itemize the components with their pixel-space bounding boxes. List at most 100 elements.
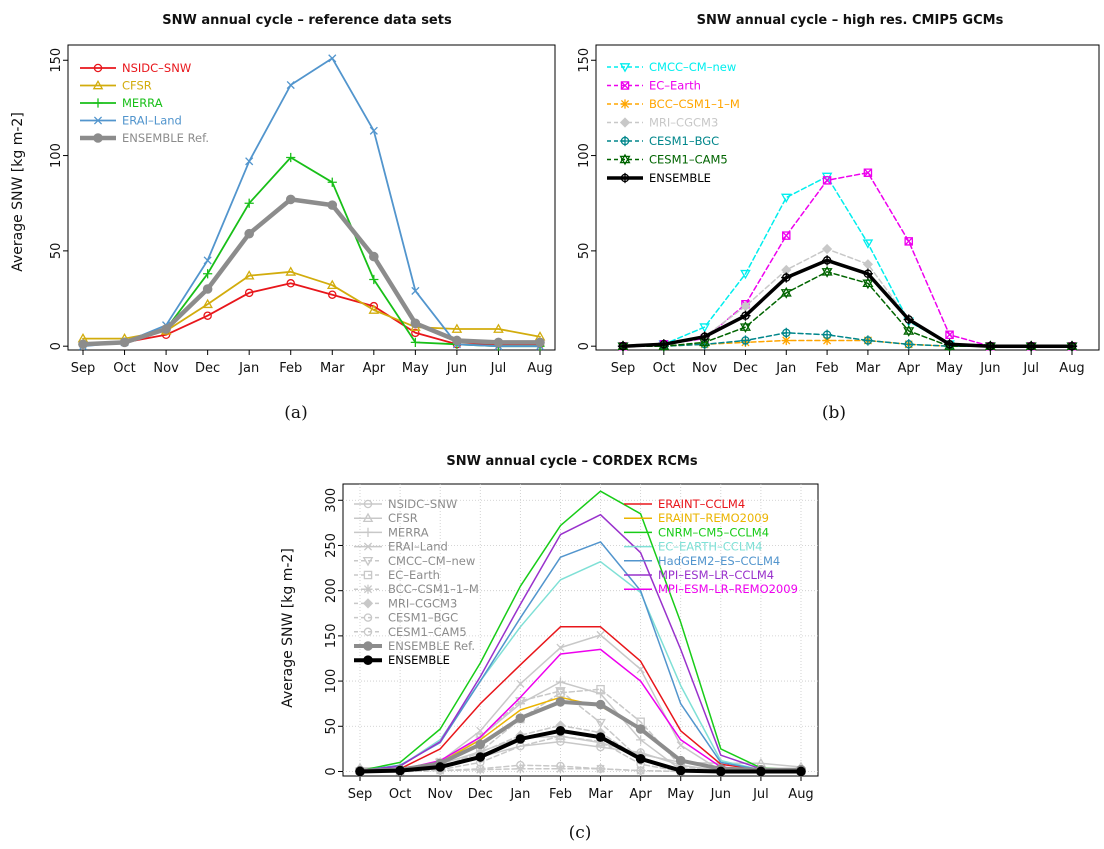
legend-label: CNRM–CM5–CCLM4 [658,525,769,539]
legend-label: CESM1–BGC [388,611,458,625]
legend-marker [363,542,373,551]
x-tick-label: Jun [710,787,731,802]
line-cfsr [82,270,541,340]
y-tick-label: 100 [49,143,64,168]
point-mri-cgcm3 [740,301,751,312]
legend-label: MPI–ESM–LR–CCLM4 [658,568,774,582]
legend-item-ensemble-ref: ENSEMBLE Ref. [80,131,209,145]
legend-item-eraint-cclm4: ERAINT–CCLM4 [624,497,745,511]
panel-a-plot-frame [67,44,556,351]
legend-item-cesm1-cam5: CESM1–CAM5 [607,153,728,167]
point-cmcc-cm-new [740,269,751,280]
point-ensemble [1026,341,1037,352]
x-tick-label: Oct [653,361,675,376]
point-merra [595,689,606,699]
point-ensemble [355,766,365,777]
point-ensemble-ref [535,337,545,348]
point-merra [286,152,296,163]
y-tick-label: 150 [49,48,64,73]
point-ensemble [435,762,445,772]
point-cmcc-cm-new [780,193,792,204]
x-tick-label: Apr [629,787,652,802]
x-tick-label: May [936,361,963,376]
legend-marker [363,641,373,651]
x-tick-label: Sep [348,787,373,802]
legend-marker [363,584,373,594]
legend-label: HadGEM2–ES–CCLM4 [658,554,780,568]
legend-marker [362,512,374,523]
point-merra [636,735,646,745]
point-ensemble [862,268,874,279]
legend-marker [619,153,631,166]
point-cfsr [285,266,297,276]
legend-label: CFSR [122,79,152,93]
point-erai-land [556,643,565,652]
legend-item-cnrm-cm5-cclm4: CNRM–CM5–CCLM4 [624,525,769,539]
panel-a-title: SNW annual cycle – reference data sets [162,13,452,28]
y-tick-label: 0 [577,342,592,350]
x-tick-label: Oct [389,787,411,802]
point-cesm1-bgc [740,335,751,346]
point-erai-land [411,286,420,295]
series-ec-earth-cclm4 [359,560,802,772]
point-ensemble-ref [119,337,130,348]
point-nsidc-snw [328,290,337,299]
point-cfsr [243,270,255,280]
x-tick-label: Mar [320,361,345,376]
point-merra [203,269,213,279]
legend-item-bcc-csm1-1-m: BCC–CSM1–1–M [607,97,740,111]
legend-item-eraint-remo2009: ERAINT–REMO2009 [624,511,769,525]
series-cmcc-cm-new [617,172,1078,352]
line-ensemble [621,258,1074,348]
point-cfsr [326,279,338,290]
legend-item-bcc-csm1-1-m: BCC–CSM1–1–M [354,582,479,596]
point-merra [369,274,379,285]
x-tick-label: Feb [816,361,839,376]
line-ensemble [358,728,803,774]
y-tick-label: 0 [324,767,339,775]
x-tick-label: Aug [1059,361,1084,376]
panel-b-legend: CMCC–CM–new EC–Earth BCC–CSM1–1–M MRI–CGCM3… [607,60,740,185]
legend-marker [363,570,373,580]
panel-c-plot-frame [342,483,819,777]
panel-c: SNW annual cycle – CORDEX RCMs Average S… [280,454,819,843]
point-ensemble-ref [202,284,213,294]
x-tick-label: Nov [427,787,453,802]
legend-marker [363,627,373,637]
legend-label: MRI–CGCM3 [649,116,718,130]
legend-label: EC–Earth [388,568,440,582]
x-tick-label: Jun [979,361,1000,376]
legend-label: ENSEMBLE Ref. [388,639,475,653]
x-tick-label: Dec [468,787,493,802]
point-ensemble [658,339,669,350]
legend-item-nsidc-snw: NSIDC–SNW [80,61,191,75]
legend-label: CESM1–BGC [649,134,719,148]
legend-marker [620,81,630,90]
point-ensemble [635,754,646,764]
legend-label: CMCC–CM–new [388,554,475,568]
series-cfsr [77,266,546,343]
point-merra [327,177,337,187]
legend-item-cesm1-bgc: CESM1–BGC [607,134,719,148]
point-ensemble-ref [675,755,686,766]
point-bcc-csm1-1-m [555,764,566,774]
point-erai-land [328,54,337,63]
point-ec-earth [904,237,913,246]
point-cmcc-cm-new [595,718,606,729]
point-cesm1-bgc [556,761,565,771]
point-ensemble [756,766,766,777]
series-cnrm-cm5-cclm4 [359,490,802,772]
panel-b: SNW annual cycle – high res. CMIP5 GCMs … [577,13,1100,423]
legend-item-ec-earth: EC–Earth [354,568,440,582]
panel-c-x-axis: Sep Oct Nov Dec Jan Feb Mar Apr May Jun Jul Aug [348,776,814,802]
legend-label: MERRA [388,525,429,539]
point-erai-land [596,630,605,640]
series-cmcc-cm-new [354,687,807,777]
legend-label: CMCC–CM–new [649,60,736,74]
panel-a-caption: (a) [284,403,307,423]
legend-label: ERAI–Land [388,540,448,554]
legend-marker [93,98,103,108]
panel-c-series [354,490,807,777]
point-ensemble [595,732,606,742]
point-ensemble-ref [244,228,254,239]
